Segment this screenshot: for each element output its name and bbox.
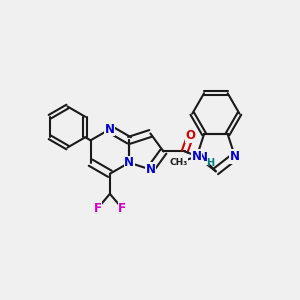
Text: N: N: [146, 163, 155, 176]
Text: N: N: [230, 150, 240, 163]
Text: N: N: [105, 123, 115, 136]
Text: N: N: [124, 156, 134, 169]
Text: F: F: [118, 202, 126, 215]
Text: CH₃: CH₃: [169, 158, 188, 167]
Text: O: O: [185, 129, 195, 142]
Text: H: H: [206, 158, 214, 168]
Text: N: N: [197, 152, 208, 164]
Text: F: F: [94, 202, 102, 215]
Text: N: N: [192, 150, 202, 163]
